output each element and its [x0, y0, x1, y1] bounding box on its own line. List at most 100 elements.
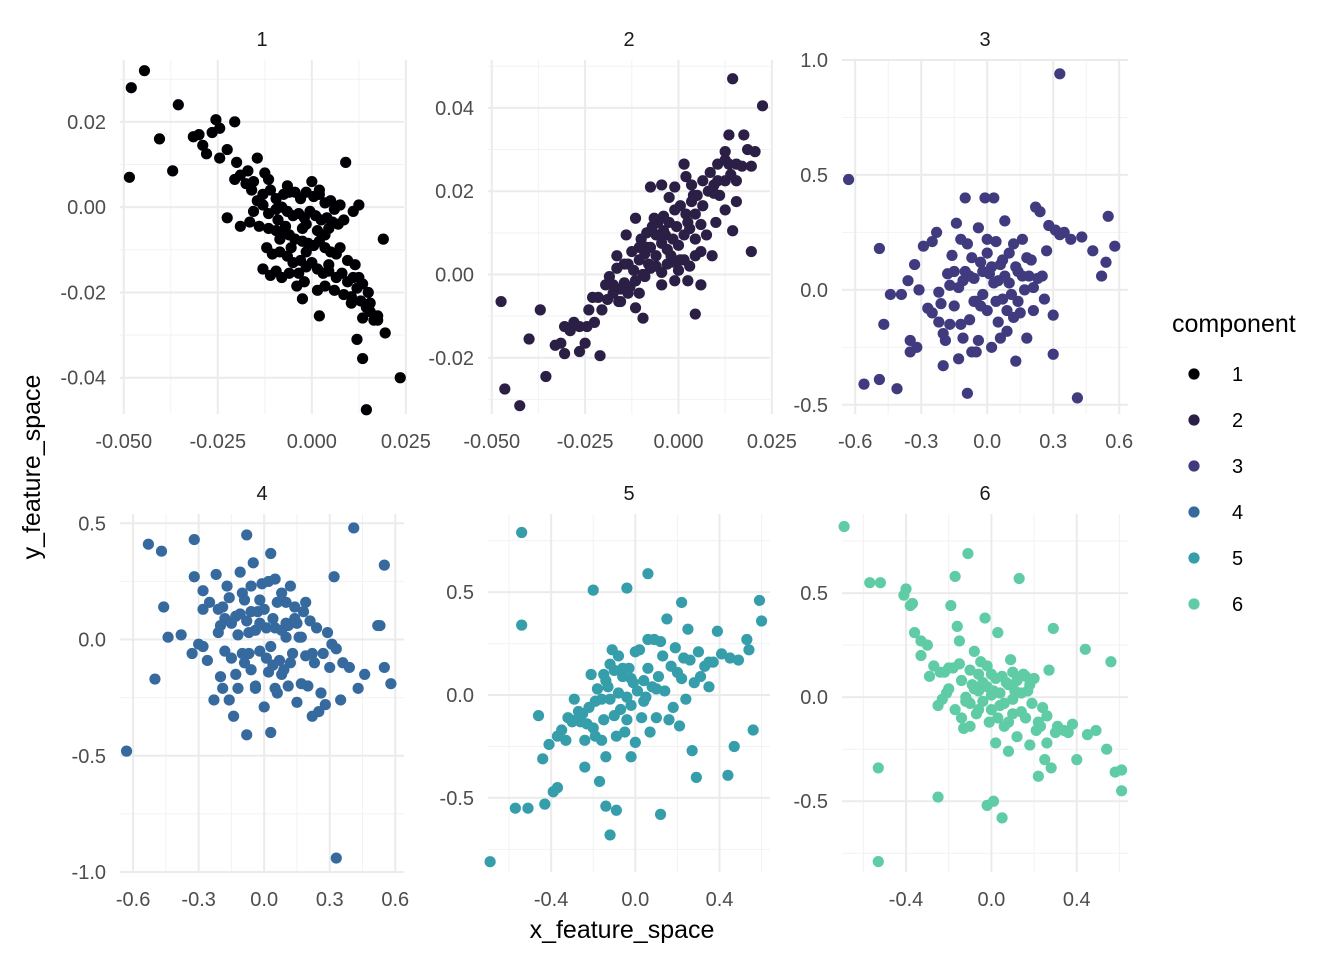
data-point: [604, 658, 616, 670]
data-point: [374, 619, 386, 632]
y-tick-label: 0.00: [435, 264, 474, 286]
data-point: [274, 233, 286, 245]
data-point: [962, 547, 974, 560]
data-point: [948, 265, 960, 278]
data-point: [654, 808, 667, 820]
data-point: [625, 699, 637, 711]
data-point: [588, 316, 601, 328]
legend-item-5: 5: [1188, 548, 1243, 570]
data-point: [898, 589, 910, 601]
data-point: [1037, 701, 1049, 714]
data-point: [990, 235, 1002, 248]
panel-1: -0.050 -0.025 0.000 0.025 -0.04 -0.02 0.00 0.02…: [60, 29, 431, 453]
data-point: [167, 165, 179, 177]
data-point: [1019, 670, 1032, 682]
data-point: [282, 619, 294, 632]
data-point: [353, 271, 365, 284]
data-point: [957, 275, 969, 287]
data-point: [579, 761, 591, 773]
data-point: [564, 325, 576, 337]
x-tick-label: -0.4: [534, 889, 568, 911]
data-point: [341, 254, 354, 267]
facet-panels: -0.050 -0.025 0.000 0.025-0.04-0.020.000.02…: [60, 29, 1133, 911]
data-point: [981, 247, 993, 259]
data-point: [603, 270, 615, 283]
data-point: [975, 256, 987, 268]
y-tick-label: 0.02: [435, 181, 474, 203]
data-point: [621, 714, 633, 726]
x-tick-label: -0.050: [463, 431, 520, 453]
x-tick-label: -0.4: [889, 889, 923, 911]
data-point: [280, 596, 292, 608]
data-point: [994, 687, 1006, 699]
data-point: [992, 627, 1004, 639]
panel-3: -0.6 -0.3 0.0 0.3 0.6 -0.5 0.0 0.5 1.0 3: [794, 29, 1134, 453]
data-point: [1027, 281, 1039, 294]
data-point: [225, 652, 238, 664]
data-point: [612, 687, 625, 699]
data-point: [950, 217, 963, 229]
data-point: [1047, 622, 1059, 635]
data-point: [1096, 270, 1108, 282]
y-tick-label: 0.5: [800, 165, 828, 187]
data-point: [625, 672, 637, 685]
data-point: [221, 580, 233, 592]
data-point: [330, 852, 342, 864]
data-point: [291, 617, 303, 629]
data-point: [385, 678, 397, 690]
data-point: [1016, 233, 1028, 245]
data-point: [680, 171, 692, 183]
data-point: [1087, 245, 1099, 257]
data-point: [172, 99, 184, 111]
data-point: [219, 645, 231, 657]
data-point: [217, 682, 229, 694]
data-point: [583, 304, 595, 316]
data-point: [1024, 739, 1036, 751]
data-point: [644, 181, 657, 193]
data-point: [972, 222, 985, 234]
x-tick-label: -0.050: [95, 431, 152, 453]
data-point: [1041, 737, 1053, 749]
data-point: [990, 672, 1002, 685]
data-point: [522, 802, 534, 814]
data-point: [719, 146, 731, 158]
data-point: [1038, 293, 1050, 305]
data-point: [727, 225, 739, 237]
data-point: [270, 265, 282, 277]
data-point: [1007, 666, 1019, 678]
data-point: [685, 179, 698, 191]
data-point: [686, 745, 698, 757]
data-point: [756, 100, 769, 112]
data-point: [1036, 270, 1048, 282]
data-point: [1003, 277, 1015, 289]
data-point: [703, 681, 715, 693]
data-point: [690, 771, 702, 783]
data-point: [988, 192, 1000, 204]
data-point: [638, 695, 650, 707]
data-point: [499, 383, 511, 395]
data-point: [295, 631, 307, 643]
data-point: [959, 192, 971, 204]
data-point: [684, 654, 696, 666]
data-point: [351, 333, 363, 345]
data-point: [556, 724, 568, 736]
data-point: [999, 215, 1011, 227]
data-point: [843, 173, 855, 186]
data-point: [913, 284, 925, 296]
data-point: [234, 220, 246, 232]
data-point: [1021, 252, 1033, 264]
data-point: [394, 372, 406, 384]
data-point: [667, 701, 679, 714]
data-point: [484, 856, 496, 868]
data-point: [964, 720, 976, 732]
data-point: [120, 745, 133, 757]
data-point: [319, 280, 331, 292]
data-point: [313, 705, 325, 718]
x-tick-label: 0.000: [653, 431, 703, 453]
data-point: [1002, 745, 1015, 757]
data-point: [306, 175, 318, 188]
data-point: [249, 624, 262, 636]
data-point: [306, 647, 318, 660]
data-point: [372, 314, 384, 326]
